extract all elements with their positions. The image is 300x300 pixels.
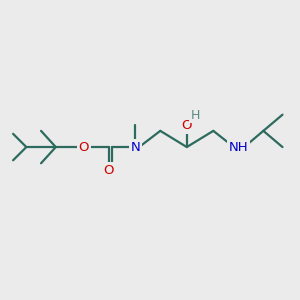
Text: O: O bbox=[103, 164, 114, 176]
Text: O: O bbox=[79, 141, 89, 154]
Text: N: N bbox=[130, 141, 140, 154]
Text: O: O bbox=[182, 119, 192, 132]
Text: NH: NH bbox=[229, 141, 248, 154]
Text: H: H bbox=[190, 109, 200, 122]
